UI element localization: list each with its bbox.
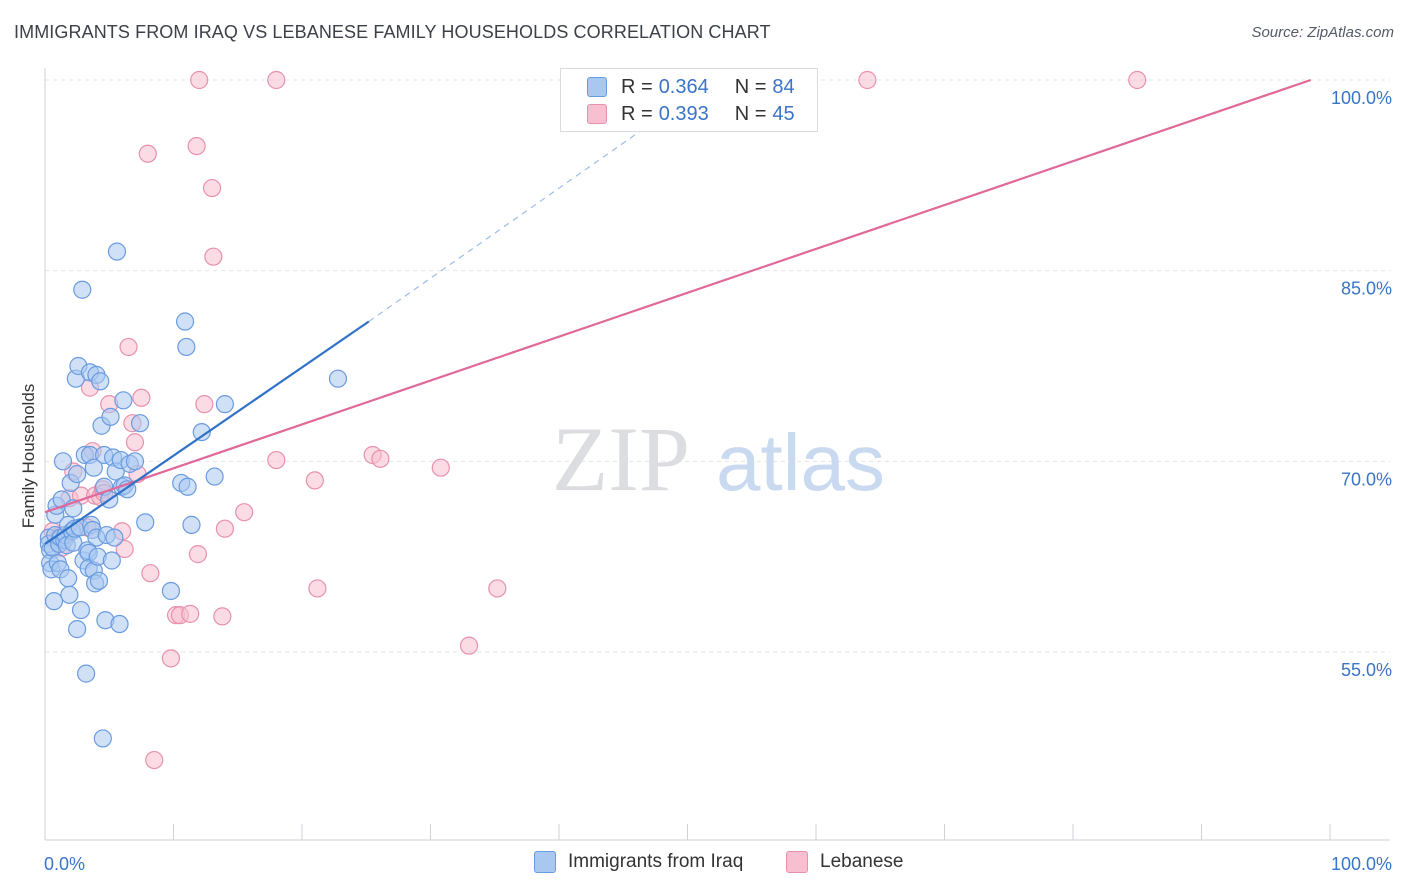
iraq-point bbox=[77, 664, 96, 683]
iraq-point bbox=[91, 372, 110, 391]
lebanese-point bbox=[190, 70, 209, 90]
axes bbox=[44, 68, 1390, 841]
iraq-point bbox=[110, 614, 129, 634]
r-value: 0.364 bbox=[658, 75, 709, 98]
lebanese-point bbox=[119, 337, 138, 357]
legend-row-iraq: R = 0.364 N = 84 bbox=[587, 75, 795, 99]
iraq-point bbox=[102, 551, 121, 570]
iraq-trend-extension bbox=[368, 79, 714, 323]
lebanese-point bbox=[125, 433, 145, 452]
lebanese-swatch bbox=[587, 104, 607, 124]
lebanese-point bbox=[267, 450, 286, 470]
iraq-point bbox=[177, 337, 196, 357]
lebanese-point bbox=[488, 579, 507, 598]
iraq-point bbox=[53, 452, 73, 471]
lebanese-point bbox=[459, 636, 479, 655]
x-tick-label: 0.0% bbox=[44, 854, 85, 874]
lebanese-point bbox=[204, 247, 223, 266]
iraq-point bbox=[73, 280, 92, 299]
iraq-point bbox=[328, 369, 348, 388]
legend-row-lebanese: R = 0.393 N = 45 bbox=[587, 102, 795, 126]
trend-lines bbox=[44, 78, 1312, 545]
iraq-point bbox=[93, 729, 112, 748]
legend-item-lebanese[interactable]: Lebanese bbox=[786, 851, 903, 873]
lebanese-point bbox=[267, 70, 286, 90]
lebanese-point bbox=[141, 564, 160, 583]
lebanese-point bbox=[195, 395, 214, 414]
n-label: N = bbox=[734, 75, 767, 98]
grid-lines bbox=[45, 79, 1390, 653]
legend-item-iraq[interactable]: Immigrants from Iraq bbox=[534, 851, 743, 873]
iraq-point bbox=[136, 513, 155, 532]
iraq-point bbox=[101, 407, 120, 426]
n-value: 84 bbox=[772, 75, 795, 98]
lebanese-point bbox=[1128, 70, 1147, 90]
chart-title: IMMIGRANTS FROM IRAQ VS LEBANESE FAMILY … bbox=[14, 22, 771, 42]
iraq-point bbox=[178, 477, 197, 496]
y-axis-label: Family Households bbox=[19, 384, 38, 529]
iraq-point bbox=[60, 585, 79, 604]
lebanese-point bbox=[202, 178, 222, 198]
iraq-point bbox=[125, 452, 145, 471]
iraq-trend-line bbox=[44, 320, 370, 545]
iraq-point bbox=[215, 395, 234, 414]
lebanese-point bbox=[858, 70, 877, 90]
iraq-points bbox=[39, 242, 348, 748]
iraq-point bbox=[59, 569, 78, 588]
legend-label-iraq: Immigrants from Iraq bbox=[568, 851, 744, 872]
r-label: R = bbox=[621, 75, 653, 98]
lebanese-point bbox=[213, 607, 232, 626]
lebanese-swatch bbox=[786, 851, 808, 873]
iraq-swatch bbox=[534, 851, 556, 873]
r-label: R = bbox=[621, 102, 653, 125]
iraq-point bbox=[205, 467, 224, 486]
y-tick-label: 55.0% bbox=[1341, 660, 1392, 680]
x-tick-label: 100.0% bbox=[1331, 854, 1392, 874]
iraq-point bbox=[175, 312, 195, 331]
lebanese-point bbox=[181, 604, 200, 623]
r-value: 0.393 bbox=[658, 102, 709, 125]
lebanese-trend-line bbox=[44, 78, 1312, 514]
source-label: Source: ZipAtlas.com bbox=[1251, 24, 1394, 41]
iraq-point bbox=[84, 458, 103, 477]
legend-label-lebanese: Lebanese bbox=[820, 851, 904, 872]
iraq-point bbox=[89, 571, 109, 590]
y-tick-label: 85.0% bbox=[1341, 279, 1392, 299]
lebanese-point bbox=[145, 750, 164, 770]
watermark-zip: ZIP bbox=[552, 408, 690, 510]
iraq-point bbox=[44, 592, 64, 611]
y-tick-label: 70.0% bbox=[1341, 469, 1392, 489]
lebanese-point bbox=[371, 449, 390, 468]
iraq-point bbox=[192, 422, 211, 442]
lebanese-point bbox=[235, 503, 254, 522]
lebanese-point bbox=[308, 579, 327, 598]
lebanese-point bbox=[138, 144, 157, 163]
n-label: N = bbox=[734, 102, 767, 125]
iraq-swatch bbox=[587, 77, 607, 97]
lebanese-point bbox=[305, 471, 324, 490]
lebanese-point bbox=[132, 388, 151, 407]
iraq-point bbox=[161, 581, 181, 601]
iraq-point bbox=[107, 242, 127, 261]
lebanese-point bbox=[431, 458, 450, 477]
iraq-point bbox=[68, 464, 87, 484]
tick-labels: 55.0% 70.0% 85.0% 100.0% 0.0% 100.0% bbox=[44, 88, 1392, 874]
lebanese-point bbox=[188, 545, 208, 564]
iraq-point bbox=[182, 515, 201, 534]
watermark-atlas: atlas bbox=[716, 418, 885, 507]
lebanese-point bbox=[161, 649, 181, 668]
lebanese-point bbox=[115, 539, 134, 559]
iraq-point bbox=[71, 600, 91, 620]
series-legend: Immigrants from Iraq Lebanese bbox=[0, 851, 1406, 877]
n-value: 45 bbox=[772, 102, 795, 125]
iraq-point bbox=[130, 414, 150, 433]
y-tick-label: 100.0% bbox=[1331, 88, 1392, 108]
correlation-legend: R = 0.364 N = 84 R = 0.393 N = 45 bbox=[560, 68, 818, 132]
lebanese-point bbox=[187, 136, 206, 156]
iraq-point bbox=[114, 391, 133, 410]
iraq-point bbox=[105, 528, 124, 547]
lebanese-point bbox=[215, 519, 234, 538]
iraq-point bbox=[68, 620, 87, 639]
